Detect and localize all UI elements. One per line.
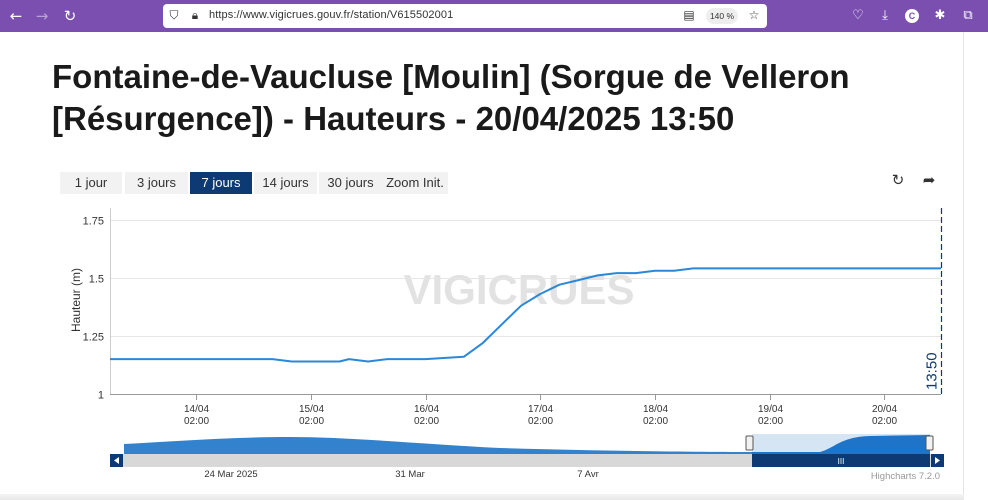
extensions-puzzle-icon[interactable]: ⧉ (963, 8, 973, 23)
shield-icon[interactable]: ⛉ (169, 8, 179, 22)
page-title: Fontaine-de-Vaucluse [Moulin] (Sorgue de… (52, 58, 850, 137)
url-text[interactable]: https://www.vigicrues.gouv.fr/station/V6… (209, 9, 454, 21)
bookmark-star-icon[interactable]: ☆ (748, 8, 760, 22)
navigator-left-handle[interactable] (745, 435, 754, 451)
lock-icon[interactable]: 🔒︎ (191, 8, 199, 22)
reader-view-icon[interactable]: ▤ (683, 8, 695, 22)
browser-toolbar: ← → ↻ ⛉ 🔒︎ https://www.vigicrues.gouv.fr… (0, 0, 988, 32)
navigator-right-handle[interactable] (925, 435, 934, 451)
water-level-chart: VIGICRUES 1 1.25 1.5 1.75 Hauteur (m) 14/04… (69, 208, 944, 482)
y-tick-label: 1.5 (89, 274, 104, 286)
x-tick-label: 02:00 (184, 416, 209, 427)
download-icon[interactable]: ⤓ (882, 8, 888, 23)
x-axis-ticks: 14/0402:0015/0402:0016/0402:0017/0402:00… (184, 394, 897, 427)
range-3-days-button[interactable]: 3 jours (125, 172, 188, 194)
forward-arrow-icon[interactable]: → (35, 7, 49, 25)
x-tick-label: 17/04 (528, 404, 553, 415)
scrollbar-right-arrow-icon (935, 457, 940, 464)
y-tick-label: 1.75 (83, 216, 104, 228)
range-30-days-button[interactable]: 30 jours (319, 172, 382, 194)
scrollbar-left-arrow-icon (114, 457, 119, 464)
x-tick-label: 02:00 (758, 416, 783, 427)
range-7-days-button[interactable]: 7 jours (190, 172, 252, 194)
navigator-selected-series (752, 435, 930, 454)
share-arrow-icon[interactable]: ➦ (922, 171, 936, 189)
y-axis-label: Hauteur (m) (69, 268, 83, 332)
navigator-history-series (124, 437, 755, 454)
x-tick-label: 14/04 (184, 404, 209, 415)
current-time-label: 13:50 (924, 352, 941, 390)
watermark-text: VIGICRUES (403, 266, 634, 313)
x-tick-label: 20/04 (872, 404, 897, 415)
refresh-icon[interactable]: ↻ (891, 171, 905, 189)
reload-icon[interactable]: ↻ (63, 7, 77, 25)
x-tick-label: 19/04 (758, 404, 783, 415)
extension-icon[interactable]: ✱ (934, 8, 946, 23)
page-viewport (0, 32, 964, 500)
water-level-line[interactable] (110, 267, 941, 363)
navigator-tick-label: 7 Avr (577, 469, 598, 480)
x-tick-label: 02:00 (414, 416, 439, 427)
navigator-tick-label: 24 Mar 2025 (204, 469, 257, 480)
x-tick-label: 02:00 (872, 416, 897, 427)
range-1-day-button[interactable]: 1 jour (60, 172, 122, 194)
account-avatar[interactable]: C (905, 9, 919, 23)
scrollbar-track[interactable] (110, 454, 944, 467)
y-tick-label: 1 (98, 390, 104, 402)
x-tick-label: 16/04 (414, 404, 439, 415)
page-bottom-edge (0, 494, 964, 500)
x-tick-label: 15/04 (299, 404, 324, 415)
scrollbar-thumb[interactable] (752, 454, 930, 467)
range-14-days-button[interactable]: 14 jours (254, 172, 317, 194)
address-bar[interactable]: ⛉ 🔒︎ https://www.vigicrues.gouv.fr/stati… (163, 4, 767, 28)
x-tick-label: 18/04 (643, 404, 668, 415)
navigator-tick-label: 31 Mar (395, 469, 425, 480)
navigator-scrollbar[interactable]: III (110, 454, 944, 467)
back-arrow-icon[interactable]: ← (9, 7, 23, 25)
navigator[interactable] (110, 434, 941, 454)
y-axis-tick-labels: 1 1.25 1.5 1.75 (83, 216, 104, 402)
navigator-tick-labels: 24 Mar 2025 31 Mar 7 Avr (204, 469, 598, 480)
scrollbar-grip-icon: III (838, 457, 845, 466)
vigicrues-watermark: VIGICRUES (403, 266, 634, 313)
x-tick-label: 02:00 (643, 416, 668, 427)
zoom-reset-button[interactable]: Zoom Init. (382, 172, 448, 194)
highcharts-credits[interactable]: Highcharts 7.2.0 (871, 471, 940, 482)
x-tick-label: 02:00 (299, 416, 324, 427)
zoom-level-badge[interactable]: 140 % (706, 8, 738, 24)
x-tick-label: 02:00 (528, 416, 553, 427)
y-tick-label: 1.25 (83, 332, 104, 344)
pocket-icon[interactable]: ♡ (852, 8, 864, 23)
